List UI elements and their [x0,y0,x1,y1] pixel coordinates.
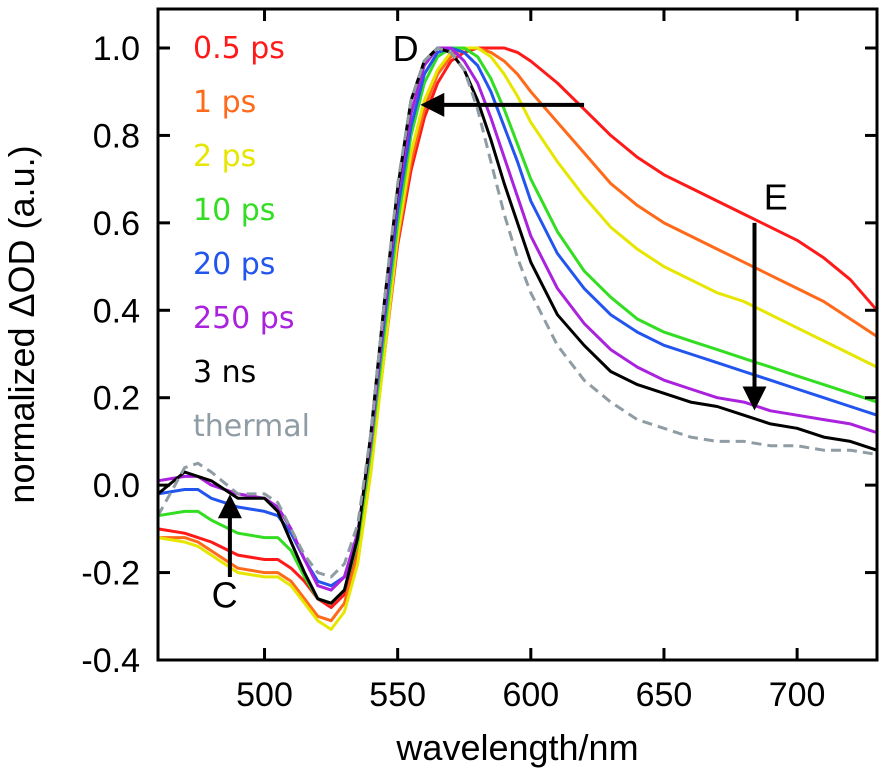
series-line-thermal [156,46,878,579]
annotations-layer: C D E [212,28,788,615]
series-layer [156,46,879,631]
legend-entry-3-ns: 3 ns [193,355,256,390]
legend-entry-1-ps: 1 ps [193,85,256,120]
plot-frame [156,7,879,662]
ticks-layer: 500 550 600 650 700 -0.4 -0.2 0.0 0.2 0.4 0.6 0.8 1.… [81,9,877,714]
annotation-label-E: E [764,177,788,218]
x-tick-label: 500 [236,676,293,714]
legend: 0.5 ps 1 ps 2 ps 10 ps 20 ps 250 ps 3 ns therma… [193,31,310,444]
y-tick-label: 1.0 [93,30,140,68]
x-tick-label: 650 [636,676,693,714]
legend-entry-250-ps: 250 ps [193,301,294,336]
x-tick-label: 600 [502,676,559,714]
x-axis-title: wavelength/nm [395,727,638,768]
annotation-label-D: D [393,28,419,69]
y-axis-title: normalized ΔOD (a.u.) [1,145,42,503]
legend-entry-2-ps: 2 ps [193,139,256,174]
y-tick-label: -0.2 [81,555,140,593]
y-tick-label: 0.4 [93,292,140,330]
legend-entry-0.5-ps: 0.5 ps [193,31,285,66]
y-tick-label: 0.8 [93,117,140,155]
y-tick-label: 0.6 [93,205,140,243]
x-tick-label: 550 [369,676,426,714]
series-line-1-ps [158,46,878,623]
legend-entry-thermal: thermal [193,409,310,444]
x-tick-label: 700 [769,676,826,714]
series-line-0.5-ps [157,46,879,609]
y-tick-label: 0.0 [93,467,140,505]
series-line-250-ps [157,46,878,592]
legend-entry-20-ps: 20 ps [193,247,275,282]
series-line-2-ps [157,46,878,631]
y-tick-label: 0.2 [93,380,140,418]
annotation-label-C: C [212,575,238,616]
legend-entry-10-ps: 10 ps [193,193,275,228]
y-tick-label: -0.4 [81,642,140,680]
